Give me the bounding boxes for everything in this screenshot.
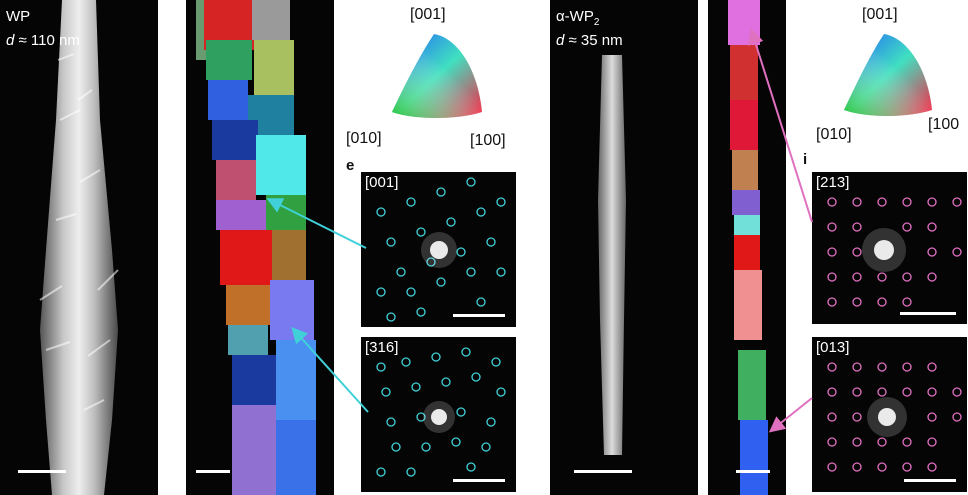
scale-bar	[453, 314, 505, 317]
diameter-value: ≈ 110 nm	[18, 32, 80, 49]
diameter-symbol: d	[6, 32, 15, 49]
zone-axis-label: [013]	[816, 339, 850, 356]
scale-bar	[904, 479, 956, 482]
panel-a-label: WP	[6, 8, 31, 25]
diameter-symbol: d	[556, 32, 565, 49]
ipf-color-triangle-left	[388, 30, 488, 120]
alpha-wp2-nanowire-image: α-WP2 d ≈ 35 nm	[550, 0, 698, 495]
wp-orientation-map	[186, 0, 334, 495]
panel-a-diameter: d ≈ 110 nm	[6, 32, 80, 50]
ipf-label-100-left: [100]	[470, 132, 506, 149]
alpha-wp2-orientation-map	[708, 0, 786, 495]
scale-bar	[18, 470, 66, 473]
scale-bar	[196, 470, 230, 473]
zone-axis-label: [001]	[365, 174, 399, 191]
panel-c-diameter: d ≈ 35 nm	[556, 32, 623, 50]
ipf-label-001-left: [001]	[410, 6, 446, 23]
section-label-i: i	[803, 151, 808, 168]
ipf-label-010-left: [010]	[346, 130, 382, 147]
zone-axis-label: [316]	[365, 339, 399, 356]
scale-bar	[900, 312, 956, 315]
section-label-e: e	[346, 157, 355, 174]
panel-c-label: α-WP2	[556, 8, 599, 32]
zone-axis-label: [213]	[816, 174, 850, 191]
panel-c-label-prefix: α-WP	[556, 8, 594, 25]
ipf-label-100-right: [100	[928, 116, 960, 133]
ipf-label-010-right: [010]	[816, 126, 852, 143]
diffraction-pattern-213: [213]	[812, 172, 967, 324]
diffraction-pattern-316: [316]	[361, 337, 516, 492]
ipf-color-triangle-right	[840, 30, 938, 118]
diameter-value: ≈ 35 nm	[568, 32, 623, 49]
ipf-label-001-right: [001]	[862, 6, 898, 23]
panel-c-label-subscript: 2	[593, 17, 600, 28]
diffraction-pattern-013: [013]	[812, 337, 967, 492]
scale-bar	[574, 470, 632, 473]
diffraction-pattern-001: [001]	[361, 172, 516, 327]
scale-bar	[453, 479, 505, 482]
scale-bar	[736, 470, 770, 473]
wp-nanowire-image: WP d ≈ 110 nm	[0, 0, 158, 495]
